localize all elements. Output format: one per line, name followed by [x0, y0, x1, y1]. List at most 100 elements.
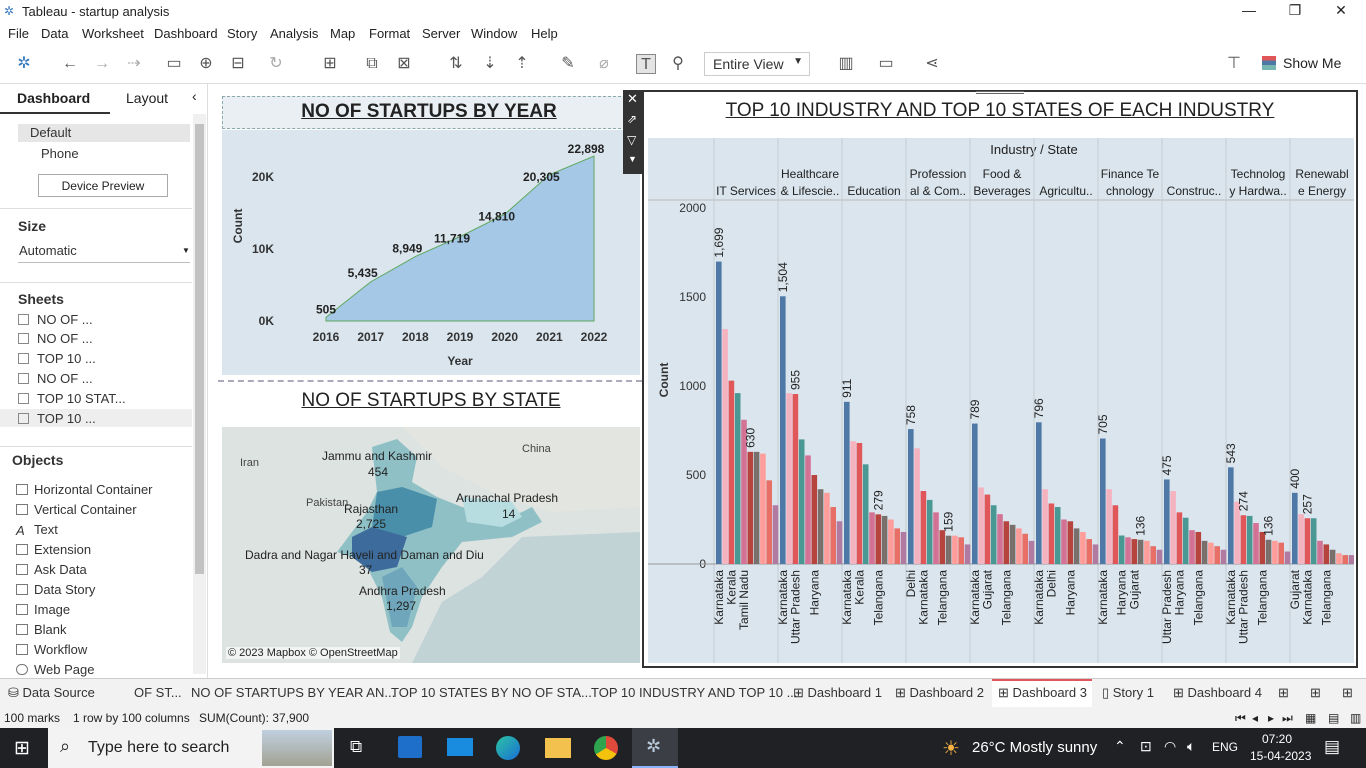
sheet-item[interactable]: TOP 10 ...	[18, 351, 96, 366]
duplicate-icon[interactable]: ⧉	[366, 55, 378, 72]
group-icon[interactable]: ⌀	[599, 55, 609, 72]
chrome-icon[interactable]	[594, 736, 618, 760]
chevron-up-icon[interactable]: ⌃	[1114, 738, 1126, 754]
menu-worksheet[interactable]: Worksheet	[82, 26, 144, 41]
remove-icon[interactable]: ✕	[627, 91, 638, 106]
menu-analysis[interactable]: Analysis	[270, 26, 319, 41]
tab-dashboard-1[interactable]: ⊞ Dashboard 1	[793, 685, 882, 700]
tab-sheet[interactable]: NO OF STARTUPS BY YEAR AN...	[191, 685, 396, 700]
device-default[interactable]: Default	[30, 125, 72, 140]
filmstrip-icon[interactable]: ▤	[1328, 711, 1340, 725]
swap-icon[interactable]: ⇅	[449, 55, 463, 72]
object-ask-data[interactable]: Ask Data	[16, 562, 87, 577]
tab-list-icon[interactable]: ▥	[1350, 711, 1362, 725]
menu-story[interactable]: Story	[227, 26, 258, 41]
grid-view-icon[interactable]: ▦	[1305, 711, 1317, 725]
year-chart[interactable]: 20K 10K 0K 2016 2017 2018 2019 2020 2021 2022 505 5…	[222, 130, 640, 375]
minimize-icon[interactable]: —	[1242, 2, 1256, 18]
volume-icon[interactable]: 🔈︎	[1187, 738, 1196, 754]
size-select[interactable]: Automatic	[19, 243, 77, 258]
replay-icon[interactable]: ⇢	[127, 55, 141, 72]
sort-desc-icon[interactable]: ⇡	[515, 55, 529, 72]
tab-story-1[interactable]: ▯ Story 1	[1102, 685, 1154, 700]
clock-time[interactable]: 07:20	[1262, 732, 1293, 746]
new-datasource-icon[interactable]: ⊕	[199, 55, 213, 72]
sort-asc-icon[interactable]: ⇣	[483, 55, 497, 72]
tab-dashboard-2[interactable]: ⊞ Dashboard 2	[895, 685, 984, 700]
device-default-row[interactable]	[18, 124, 190, 142]
left-scrollbar[interactable]	[193, 114, 206, 674]
object-workflow[interactable]: Workflow	[16, 642, 87, 657]
show-me-button[interactable]: Show Me	[1283, 55, 1342, 71]
file-explorer-icon[interactable]	[545, 738, 571, 758]
new-dashboard-tab-icon[interactable]: ⊞	[1310, 685, 1321, 700]
restore-icon[interactable]: ❐	[1288, 2, 1302, 18]
wifi-icon[interactable]: ◠	[1164, 738, 1177, 754]
sheet-item[interactable]: TOP 10 ...	[18, 411, 96, 426]
nav-next-icon[interactable]: ▸	[1268, 711, 1275, 725]
menu-window[interactable]: Window	[471, 26, 518, 41]
filter-icon[interactable]: ▽	[627, 133, 637, 147]
object-vertical-container[interactable]: Vertical Container	[16, 502, 137, 517]
language-indicator[interactable]: ENG	[1212, 740, 1239, 754]
menu-server[interactable]: Server	[422, 26, 461, 41]
format-icon[interactable]: ⊤	[1227, 55, 1241, 72]
new-worksheet-icon[interactable]: ⊞	[323, 55, 337, 72]
close-icon[interactable]: ✕	[1335, 2, 1347, 18]
sheet-item[interactable]: NO OF ...	[18, 312, 93, 327]
sheet-item[interactable]: TOP 10 STAT...	[18, 391, 126, 406]
sheet-item[interactable]: NO OF ...	[18, 331, 93, 346]
menu-dashboard[interactable]: Dashboard	[154, 26, 218, 41]
highlight-icon[interactable]: ✎	[561, 55, 575, 72]
tab-dashboard-3[interactable]: ⊞ Dashboard 3	[998, 685, 1087, 700]
tab-sheet[interactable]: TOP 10 INDUSTRY AND TOP 10 ...	[591, 685, 798, 700]
nav-prev-icon[interactable]: ◂	[1252, 711, 1259, 725]
menu-map[interactable]: Map	[330, 26, 356, 41]
object-data-story[interactable]: Data Story	[16, 582, 95, 597]
redo-icon[interactable]: →	[94, 55, 110, 72]
notifications-icon[interactable]: ▤	[1324, 737, 1341, 756]
object-image[interactable]: Image	[16, 602, 70, 617]
undo-icon[interactable]: ←	[62, 55, 78, 72]
tableau-taskbar-active[interactable]: ✲	[632, 728, 678, 768]
save-icon[interactable]: ▭	[166, 55, 182, 72]
show-cards-icon[interactable]: ▥	[838, 55, 854, 72]
device-preview-button[interactable]: Device Preview	[38, 174, 168, 197]
tab-dashboard-4[interactable]: ⊞ Dashboard 4	[1173, 685, 1262, 700]
tab-dashboard[interactable]: Dashboard	[17, 90, 91, 106]
object-web-page[interactable]: Web Page	[16, 662, 94, 677]
goto-sheet-icon[interactable]: ⇗	[627, 112, 638, 126]
object-text[interactable]: A Text	[16, 522, 58, 538]
scroll-thumb[interactable]	[195, 124, 204, 574]
tableau-home-icon[interactable]: ✲	[17, 55, 31, 72]
object-horizontal-container[interactable]: Horizontal Container	[16, 482, 153, 497]
menu-file[interactable]: File	[8, 26, 29, 41]
menu-help[interactable]: Help	[531, 26, 558, 41]
windows-start-icon[interactable]: ⊞	[14, 738, 30, 759]
new-story-tab-icon[interactable]: ⊞	[1342, 685, 1353, 700]
tab-sheet[interactable]: TOP 10 STATES BY NO OF STA...	[391, 685, 592, 700]
fit-select[interactable]: Entire View ▼	[704, 52, 810, 76]
clock-date[interactable]: 15-04-2023	[1250, 749, 1312, 763]
collapse-pane-icon[interactable]: ‹	[192, 88, 197, 104]
device-phone[interactable]: Phone	[41, 146, 79, 161]
nav-last-icon[interactable]: ⏭	[1282, 711, 1293, 725]
network-icon[interactable]: ⊡	[1140, 738, 1152, 754]
task-view-icon[interactable]: ⧉	[350, 737, 363, 756]
clear-sheet-icon[interactable]: ⊠	[397, 55, 411, 72]
object-blank[interactable]: Blank	[16, 622, 67, 637]
weather-text[interactable]: 26°C Mostly sunny	[972, 739, 1098, 756]
show-labels-icon[interactable]: T	[636, 54, 656, 74]
move-handle-icon[interactable]	[976, 91, 1024, 101]
mail-icon[interactable]	[447, 738, 473, 756]
refresh-icon[interactable]: ↻	[269, 55, 283, 72]
nav-first-icon[interactable]: ⏮	[1235, 711, 1246, 725]
pause-updates-icon[interactable]: ⊟	[231, 55, 245, 72]
store-icon[interactable]	[398, 736, 422, 758]
menu-data[interactable]: Data	[41, 26, 69, 41]
edge-icon[interactable]	[496, 736, 520, 760]
pin-icon[interactable]: ⚲	[672, 55, 684, 72]
tab-layout[interactable]: Layout	[126, 90, 169, 106]
industry-chart[interactable]: Industry / State IT Services Healthcare & L…	[648, 138, 1355, 663]
object-extension[interactable]: Extension	[16, 542, 91, 557]
